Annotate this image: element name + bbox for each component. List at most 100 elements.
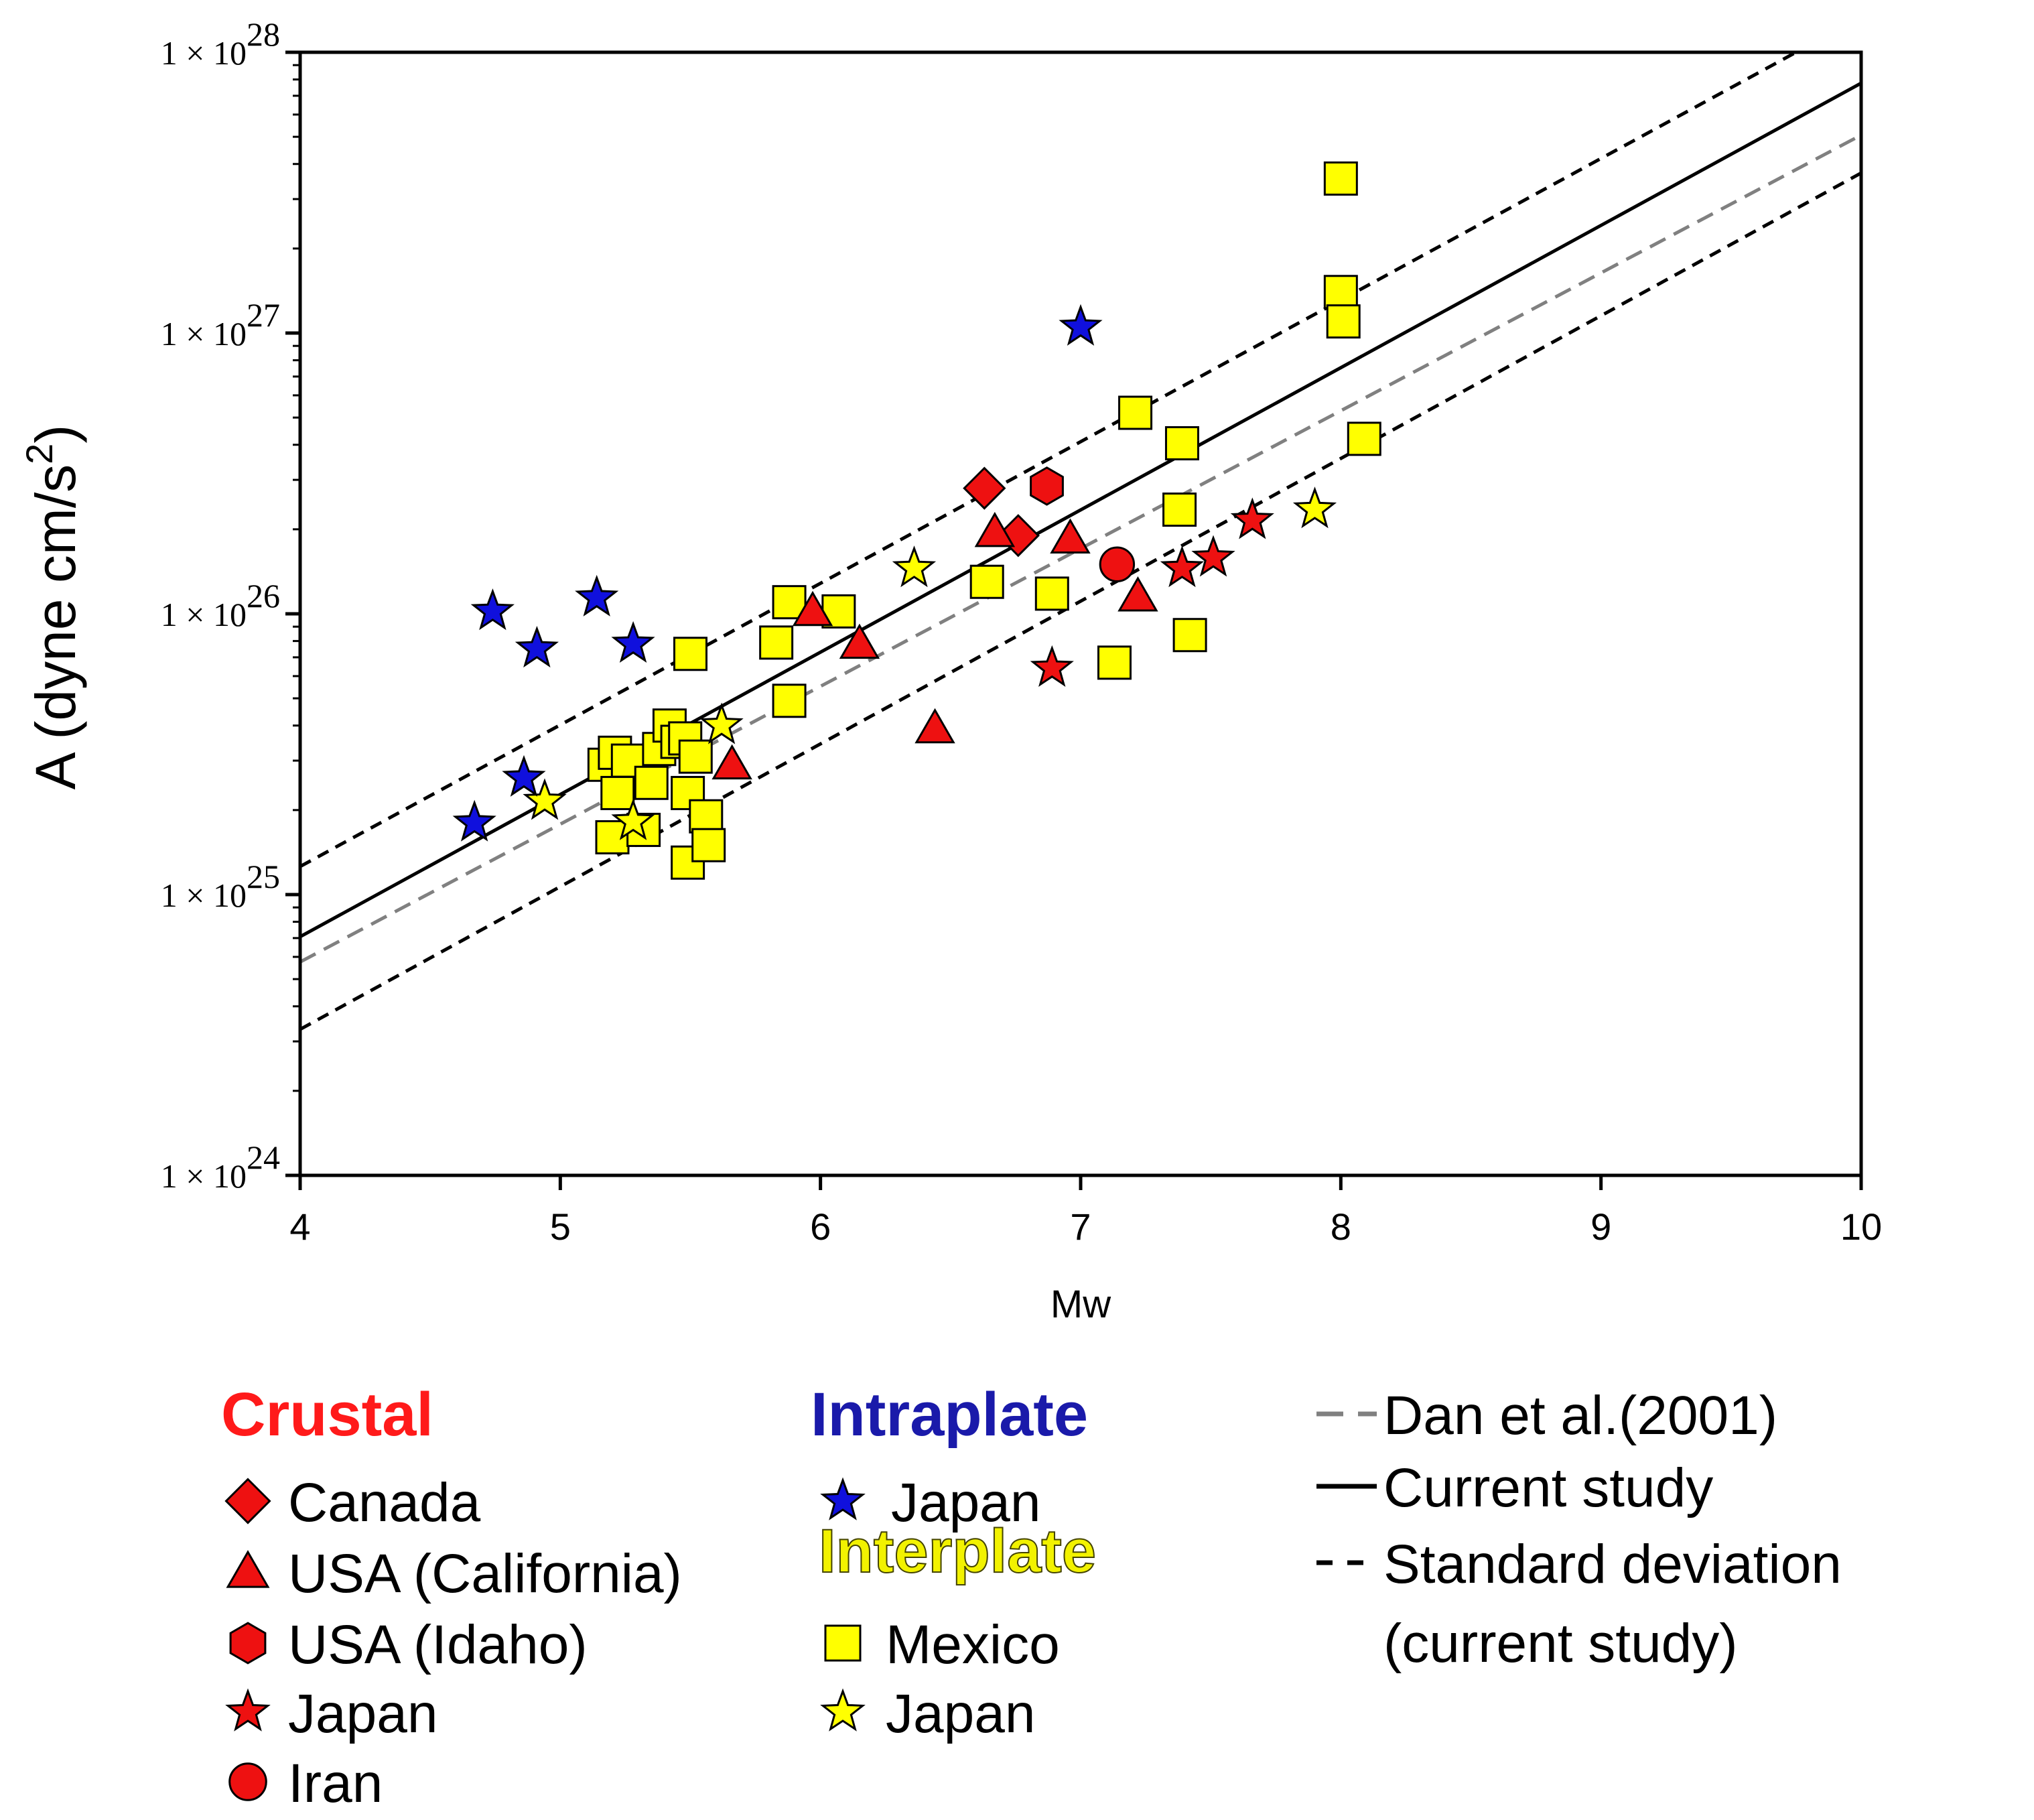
legend-crustal-iran-marker [228, 1762, 267, 1801]
point-interplate-mexico-16 [691, 828, 726, 862]
legend: Crustal Canada USA (California) USA (Idaho)… [221, 1380, 1842, 1814]
legend-crustal-canada-marker [224, 1478, 271, 1524]
legend-interplate-japan-label: Japan [886, 1683, 1035, 1744]
point-interplate-mexico-14 [678, 739, 713, 774]
x-tick-label: 10 [1840, 1206, 1882, 1248]
x-tick-label: 6 [810, 1206, 831, 1248]
point-crustal-usa-california-4 [974, 511, 1016, 547]
x-tick-label: 5 [550, 1206, 571, 1248]
legend-interplate-japan-marker [820, 1688, 866, 1732]
data-points [452, 161, 1381, 880]
y-axis-label-exponent: 2 [18, 444, 60, 464]
y-tick-label-base: 1 × 10 [161, 596, 247, 633]
y-tick-label: 1 × 1024 [161, 1139, 280, 1195]
point-interplate-mexico-24 [1118, 395, 1153, 430]
y-tick-label-base: 1 × 10 [161, 315, 247, 352]
point-interplate-mexico-28 [1323, 161, 1358, 196]
point-interplate-japan-2 [699, 702, 744, 744]
point-crustal-japan-0 [1030, 645, 1074, 688]
legend-crustal-iran-label: Iran [288, 1753, 383, 1814]
x-tick-label: 4 [289, 1206, 310, 1248]
y-axis-label-main: A (dyne cm/s [24, 464, 87, 790]
point-crustal-usa-california-1 [792, 590, 833, 627]
point-interplate-mexico-19 [772, 585, 807, 620]
point-intraplate-japan-2 [502, 755, 546, 797]
point-interplate-japan-4 [1292, 486, 1337, 529]
y-tick-label-exponent: 24 [247, 1139, 280, 1176]
point-crustal-japan-2 [1191, 535, 1235, 577]
legend-interplate-mexico-marker [824, 1624, 862, 1662]
legend-intraplate-japan-label: Japan [891, 1472, 1040, 1533]
point-crustal-usa-california-0 [711, 744, 752, 780]
legend-crustal-canada: Canada [224, 1472, 481, 1533]
point-interplate-mexico-27 [1172, 618, 1207, 653]
point-interplate-mexico-6 [634, 765, 669, 800]
point-crustal-iran-0 [1099, 546, 1136, 582]
legend-crustal-usa-idaho: USA (Idaho) [229, 1614, 588, 1675]
legend-crustal-japan: Japan [225, 1683, 437, 1744]
legend-crustal-usa-california-marker [226, 1550, 270, 1588]
y-tick-label-exponent: 25 [247, 858, 280, 895]
line-standard-deviation-upper [300, 52, 1798, 868]
legend-line-label-0: Dan et al.(2001) [1383, 1385, 1777, 1446]
y-tick-label: 1 × 1025 [161, 858, 280, 914]
legend-crustal-usa-california-label: USA (California) [288, 1543, 682, 1604]
x-axis-label: Mw [1050, 1283, 1111, 1326]
legend-interplate-japan: Japan [820, 1683, 1035, 1744]
y-tick-label: 1 × 1026 [161, 577, 280, 633]
point-interplate-mexico-3 [600, 775, 635, 810]
x-tick-labels: 4 5 6 7 8 9 10 [289, 1206, 1882, 1248]
point-interplate-mexico-17 [759, 625, 794, 660]
point-interplate-mexico-21 [969, 564, 1004, 599]
point-intraplate-japan-6 [1059, 304, 1103, 346]
y-axis-label-close: ) [24, 425, 87, 444]
point-crustal-usa-idaho-0 [1030, 466, 1064, 506]
point-interplate-mexico-29 [1323, 275, 1358, 310]
y-tick-label: 1 × 1028 [161, 15, 280, 72]
point-crustal-usa-california-6 [1117, 576, 1158, 612]
y-tick-label-base: 1 × 10 [161, 34, 247, 72]
point-crustal-usa-california-3 [914, 708, 955, 744]
legend-crustal-usa-california: USA (California) [226, 1543, 682, 1604]
y-tick-label-exponent: 28 [247, 15, 280, 53]
point-crustal-japan-1 [1160, 545, 1205, 588]
legend-crustal-usa-idaho-label: USA (Idaho) [288, 1614, 588, 1675]
legend-interplate-mexico-label: Mexico [886, 1614, 1060, 1675]
point-interplate-mexico-22 [1034, 576, 1069, 611]
legend-line-label-1: Current study [1383, 1457, 1713, 1518]
point-intraplate-japan-0 [452, 799, 496, 842]
y-axis-label: A (dyne cm/s2) [18, 425, 87, 790]
point-interplate-mexico-13 [673, 637, 707, 671]
line-standard-deviation-lower [300, 171, 1861, 1031]
point-interplate-japan-3 [892, 545, 937, 588]
point-interplate-mexico-30 [1326, 304, 1361, 339]
legend-crustal-japan-label: Japan [288, 1683, 437, 1744]
legend-intraplate-japan-marker [820, 1477, 866, 1520]
legend-intraplate-japan: Japan [820, 1472, 1040, 1533]
x-tick-label: 8 [1331, 1206, 1351, 1248]
point-interplate-mexico-25 [1162, 493, 1197, 527]
legend-intraplate-title: Intraplate [811, 1380, 1088, 1449]
point-interplate-mexico-26 [1164, 426, 1199, 460]
point-interplate-mexico-15 [689, 799, 724, 834]
point-interplate-mexico-18 [772, 684, 807, 718]
legend-line-label-2: Standard deviation [1383, 1534, 1842, 1595]
point-intraplate-japan-3 [515, 625, 559, 668]
legend-line-label-3: (current study) [1383, 1613, 1738, 1674]
point-crustal-usa-california-5 [1050, 518, 1091, 554]
y-tick-label: 1 × 1027 [161, 296, 280, 352]
legend-crustal-japan-marker [225, 1688, 271, 1732]
legend-crustal-title: Crustal [221, 1380, 433, 1449]
point-intraplate-japan-5 [611, 621, 655, 663]
y-tick-label-base: 1 × 10 [161, 876, 247, 914]
axes [285, 50, 1863, 1190]
y-tick-label-base: 1 × 10 [161, 1157, 247, 1195]
point-intraplate-japan-1 [470, 588, 515, 631]
x-tick-label: 9 [1590, 1206, 1611, 1248]
point-intraplate-japan-4 [575, 574, 619, 616]
x-tick-label: 7 [1070, 1206, 1091, 1248]
legend-crustal-canada-label: Canada [288, 1472, 481, 1533]
legend-interplate-title: Interplate [819, 1517, 1096, 1585]
